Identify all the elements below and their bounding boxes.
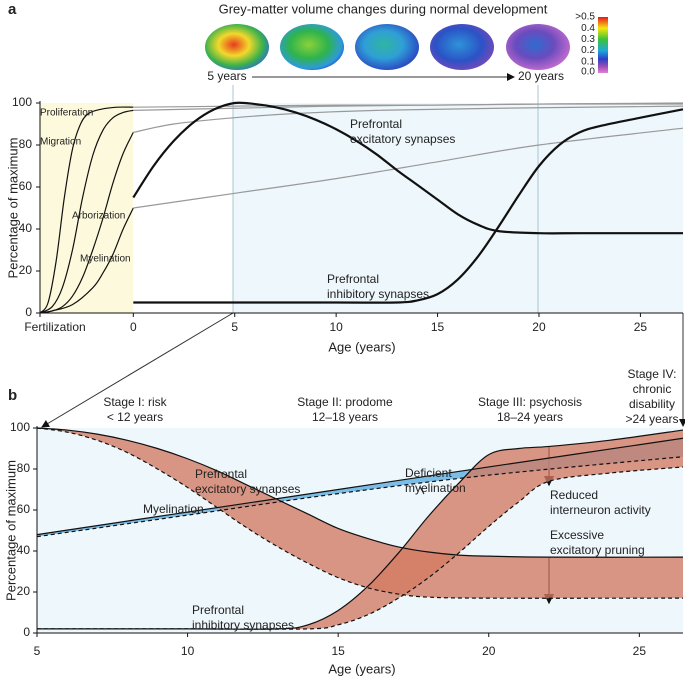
figure-title: Grey-matter volume changes during normal…	[219, 1, 548, 16]
brain-image	[430, 24, 494, 70]
x-axis-label: Age (years)	[328, 661, 395, 676]
x-tick-label: 15	[431, 320, 445, 334]
stage-label: disability	[629, 397, 675, 411]
x-tick-label: 5	[231, 320, 238, 334]
y-tick-label: 40	[19, 221, 33, 235]
x-axis-label: Age (years)	[328, 339, 395, 354]
series-line	[133, 105, 684, 133]
x-tick-label: 5	[34, 644, 41, 658]
annotation: myelination	[405, 481, 466, 495]
y-tick-label: 20	[19, 263, 33, 277]
y-tick-label: 80	[17, 461, 31, 475]
brain-image	[506, 24, 570, 70]
y-tick-label: 100	[10, 420, 30, 434]
x-tick-label: Fertilization	[24, 320, 85, 334]
brains	[205, 17, 608, 73]
panel-label: a	[8, 1, 17, 18]
series-label: Prefrontal	[350, 117, 402, 131]
series-line	[132, 101, 683, 235]
series-label: excitatory synapses	[350, 132, 455, 146]
colorbar-tick-label: 0.4	[581, 23, 595, 34]
x-tick-label: 25	[634, 320, 648, 334]
brain-image	[205, 24, 269, 70]
stage-label: < 12 years	[107, 410, 163, 424]
series-label: Prefrontal	[327, 272, 379, 286]
series-label: inhibitory synapses	[327, 287, 429, 301]
band-fill	[37, 428, 683, 599]
colorbar-tick-label: >0.5	[575, 12, 595, 23]
series-name: Arborization	[72, 211, 125, 222]
adolescence-region	[233, 103, 683, 313]
annotation: Deficient	[405, 466, 452, 480]
y-tick-label: 60	[17, 502, 31, 516]
series-line	[133, 102, 684, 111]
annotation: interneuron activity	[550, 503, 651, 517]
y-tick-label: 80	[19, 137, 33, 151]
x-tick-label: 0	[130, 320, 137, 334]
x-tick-label: 10	[181, 644, 195, 658]
brain-image	[355, 24, 419, 70]
series-name: Migration	[40, 137, 81, 148]
colorbar-tick-label: 0.2	[581, 45, 595, 56]
colorbar-tick-label: 0.1	[581, 56, 595, 67]
series-line	[36, 456, 684, 538]
y-tick-label: 40	[17, 543, 31, 557]
series-line	[133, 108, 684, 304]
y-tick-label: 20	[17, 584, 31, 598]
stage-label: 12–18 years	[312, 410, 378, 424]
annotation: Reduced	[550, 488, 598, 502]
effect-arrow	[419, 486, 425, 495]
colorbar	[598, 17, 608, 73]
annotation: Prefrontal	[192, 603, 244, 617]
panel-label: b	[8, 387, 17, 404]
series-name: Myelination	[80, 254, 131, 265]
prenatal-region	[40, 103, 133, 313]
series-line	[36, 437, 684, 536]
series-line	[36, 427, 684, 558]
stage-label: Stage IV:	[628, 367, 677, 381]
y-tick-label: 60	[19, 179, 33, 193]
x-tick-label: 10	[329, 320, 343, 334]
colorbar-tick-label: 0.3	[581, 34, 595, 45]
y-tick-label: 100	[12, 95, 32, 109]
series-line	[39, 207, 134, 314]
y-axis-label: Percentage of maximum	[5, 138, 20, 279]
series-line	[37, 466, 684, 630]
x-tick-label: 15	[331, 644, 345, 658]
series-line	[39, 109, 134, 314]
stage-label: Stage I: risk	[103, 395, 167, 409]
annotation: Prefrontal	[195, 467, 247, 481]
band-fill	[37, 430, 683, 630]
annotation: excitatory synapses	[195, 482, 300, 496]
brain-image	[280, 24, 344, 70]
zoom-line	[41, 312, 234, 428]
stage-label: 18–24 years	[497, 410, 563, 424]
stage-label: Stage II: prodome	[297, 395, 393, 409]
series-name: Proliferation	[40, 108, 93, 119]
series-line	[36, 427, 684, 599]
annotation: excitatory pruning	[550, 543, 645, 557]
x-tick-label: 20	[482, 644, 496, 658]
x-tick-label: 20	[532, 320, 546, 334]
stage-label: >24 years	[625, 412, 678, 426]
annotation: Excessive	[550, 528, 604, 542]
series-line	[39, 106, 134, 314]
stage-label: chronic	[633, 382, 672, 396]
stage-label: Stage III: psychosis	[478, 395, 582, 409]
connectors	[41, 73, 685, 605]
y-tick-label: 0	[25, 305, 32, 319]
y-tick-label: 0	[23, 625, 30, 639]
colorbar-tick-label: 0.0	[581, 67, 595, 78]
brain-label: 20 years	[518, 69, 564, 83]
annotation: Myelination	[143, 502, 204, 516]
y-axis-label: Percentage of maximum	[3, 460, 18, 601]
x-tick-label: 25	[633, 644, 647, 658]
brain-label: 5 years	[207, 69, 246, 83]
annotation: inhibitory synapses	[192, 618, 294, 632]
